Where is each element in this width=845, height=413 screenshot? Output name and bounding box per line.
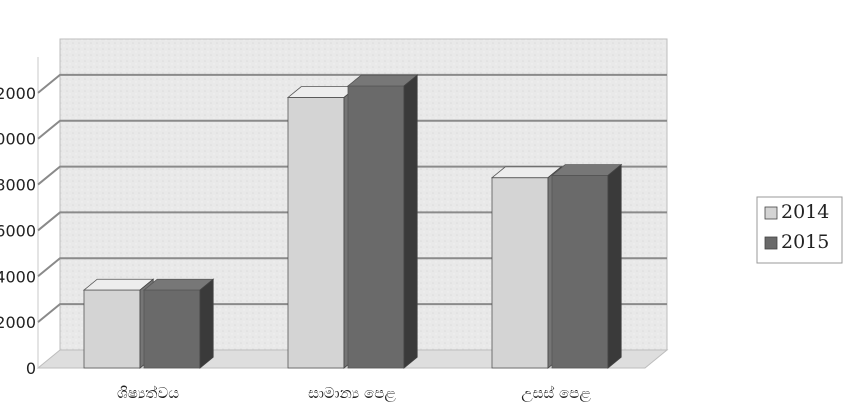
x-category-label: සාමාන්‍ය පෙළ xyxy=(308,384,396,402)
bar-side xyxy=(607,163,622,369)
legend-swatch-2015 xyxy=(764,236,778,250)
x-category-label: ශිෂ්‍යත්වය xyxy=(117,384,179,402)
bar-front xyxy=(491,177,549,369)
bar-2014-2 xyxy=(490,166,563,369)
gridline xyxy=(37,211,667,232)
gridline xyxy=(37,257,667,278)
y-tick-label: 2000 xyxy=(0,313,36,332)
gridline xyxy=(37,165,667,186)
y-tick-label: 6000 xyxy=(0,221,36,240)
legend: 2014 2015 xyxy=(756,196,843,264)
x-category-label: උසස් පෙළ xyxy=(521,384,591,402)
gridline xyxy=(37,73,667,94)
bar-2015-0 xyxy=(142,278,215,369)
y-tick-label: 0 xyxy=(26,359,36,378)
gridline xyxy=(37,303,667,323)
bar-side xyxy=(403,74,418,369)
bar-front xyxy=(143,289,201,369)
bar-2015-1 xyxy=(346,74,419,369)
y-tick-label: 8000 xyxy=(0,176,36,195)
bar-front xyxy=(551,174,609,369)
bar-2014-1 xyxy=(286,85,359,369)
legend-label: 2015 xyxy=(781,231,829,253)
gridline xyxy=(37,119,667,140)
y-tick-label: 12000 xyxy=(0,84,36,103)
y-tick-label: 4000 xyxy=(0,267,36,286)
bar-front xyxy=(287,97,345,369)
y-tick-label: 10000 xyxy=(0,130,36,149)
bar-front xyxy=(83,289,141,369)
bar-side xyxy=(199,278,214,369)
bar-2014-0 xyxy=(82,278,155,369)
legend-label: 2014 xyxy=(781,201,829,223)
bar-front xyxy=(347,85,405,369)
legend-swatch-2014 xyxy=(764,206,778,220)
bar-2015-2 xyxy=(550,163,623,369)
